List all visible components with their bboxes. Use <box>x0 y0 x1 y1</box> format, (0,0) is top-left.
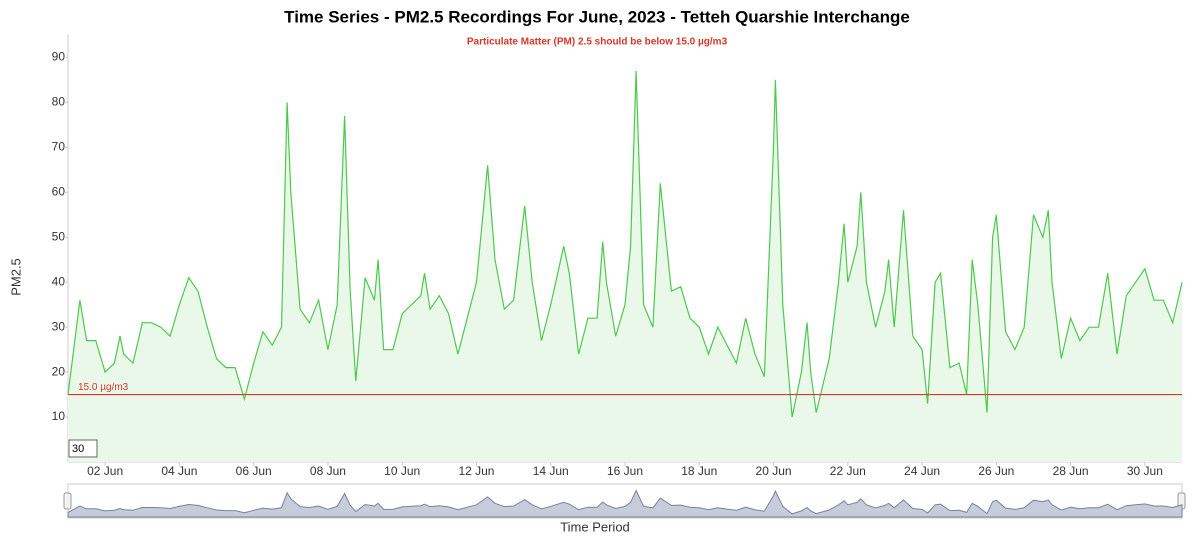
x-tick-label: 14 Jun <box>533 464 569 478</box>
y-tick-label: 40 <box>52 274 66 288</box>
threshold-label: 15.0 µg/m3 <box>78 382 129 393</box>
navigator-area <box>67 489 1183 518</box>
x-tick-label: 12 Jun <box>458 464 494 478</box>
x-tick-label: 06 Jun <box>236 464 272 478</box>
navigator-handle[interactable] <box>63 492 72 510</box>
y-tick-label: 80 <box>52 95 66 109</box>
y-tick-label: 20 <box>52 364 66 378</box>
x-tick-label: 26 Jun <box>978 464 1014 478</box>
x-tick-label: 28 Jun <box>1053 464 1089 478</box>
x-tick-label: 18 Jun <box>681 464 717 478</box>
x-tick-label: 02 Jun <box>87 464 123 478</box>
x-tick-label: 04 Jun <box>161 464 197 478</box>
range-box <box>68 439 98 458</box>
y-tick-label: 60 <box>52 184 66 198</box>
line <box>67 70 1183 418</box>
y-tick-label: 90 <box>52 50 66 64</box>
x-tick-label: 20 Jun <box>756 464 792 478</box>
x-tick-label: 22 Jun <box>830 464 866 478</box>
range-label: 30 <box>72 443 84 455</box>
chart-subtitle: Particulate Matter (PM) 2.5 should be be… <box>467 37 728 48</box>
x-tick-label: 08 Jun <box>310 464 346 478</box>
y-axis-label: PM2.5 <box>8 258 23 296</box>
x-axis-label: Time Period <box>560 519 630 534</box>
x-tick-label: 16 Jun <box>607 464 643 478</box>
y-tick-label: 10 <box>52 409 66 423</box>
x-tick-label: 24 Jun <box>904 464 940 478</box>
y-tick-label: 30 <box>52 319 66 333</box>
chart-title: Time Series - PM2.5 Recordings For June,… <box>284 7 910 26</box>
area <box>68 71 1182 462</box>
x-tick-label: 10 Jun <box>384 464 420 478</box>
y-tick-label: 50 <box>52 229 66 243</box>
y-tick-label: 70 <box>52 140 66 154</box>
x-tick-label: 30 Jun <box>1127 464 1163 478</box>
